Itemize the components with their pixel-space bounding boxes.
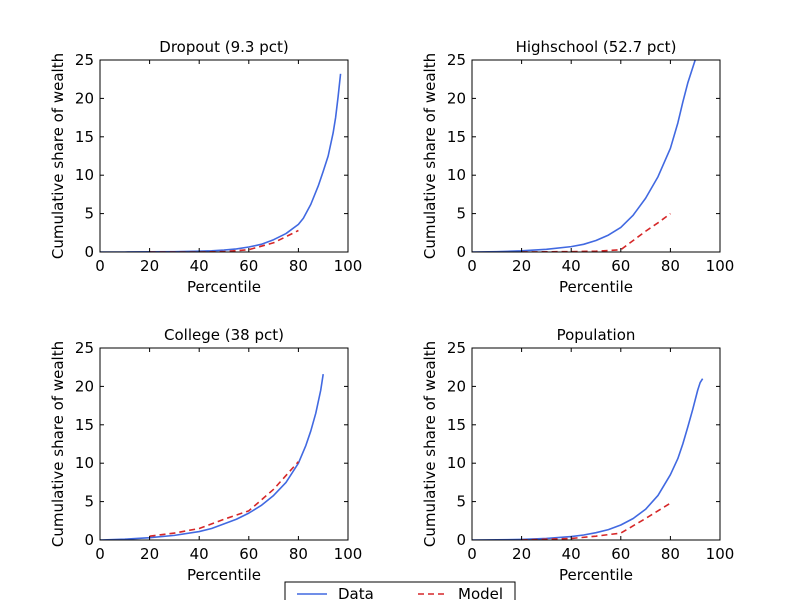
y-tick-label: 20 bbox=[447, 89, 466, 107]
y-tick-label: 10 bbox=[447, 454, 466, 472]
y-tick-label: 5 bbox=[84, 493, 94, 511]
series-line-data bbox=[472, 60, 696, 252]
x-tick-label: 100 bbox=[334, 257, 363, 275]
x-tick-label: 0 bbox=[95, 257, 105, 275]
series-line-model bbox=[521, 502, 671, 540]
y-tick-label: 25 bbox=[447, 339, 466, 357]
y-tick-label: 10 bbox=[75, 454, 94, 472]
y-tick-label: 0 bbox=[84, 531, 94, 549]
x-tick-label: 40 bbox=[190, 545, 209, 563]
x-tick-label: 0 bbox=[467, 545, 477, 563]
x-tick-label: 20 bbox=[140, 545, 159, 563]
x-axis-label: Percentile bbox=[559, 278, 633, 296]
y-tick-label: 5 bbox=[456, 205, 466, 223]
y-tick-label: 5 bbox=[456, 493, 466, 511]
x-tick-label: 100 bbox=[334, 545, 363, 563]
chart-title: Highschool (52.7 pct) bbox=[516, 38, 677, 56]
series-line-data bbox=[472, 378, 704, 540]
x-tick-label: 40 bbox=[190, 257, 209, 275]
y-tick-label: 20 bbox=[447, 377, 466, 395]
legend: Data Model bbox=[284, 581, 516, 600]
x-axis-label: Percentile bbox=[187, 566, 261, 584]
x-tick-label: 20 bbox=[512, 545, 531, 563]
legend-frame bbox=[284, 581, 516, 600]
x-tick-label: 0 bbox=[95, 545, 105, 563]
chart-panel-2: 0 20 40 60 80 100 0 5 10 15 20 25 College (38 pct) Pe… bbox=[49, 326, 362, 584]
x-tick-label: 80 bbox=[661, 545, 680, 563]
x-tick-label: 80 bbox=[289, 545, 308, 563]
y-axis-label: Cumulative share of wealth bbox=[421, 341, 439, 547]
y-tick-label: 20 bbox=[75, 89, 94, 107]
y-tick-label: 0 bbox=[84, 243, 94, 261]
y-axis-label: Cumulative share of wealth bbox=[49, 341, 67, 547]
x-tick-label: 60 bbox=[611, 545, 630, 563]
chart-panel-3: 0 20 40 60 80 100 0 5 10 15 20 25 Population Percenti… bbox=[421, 326, 734, 584]
y-tick-label: 25 bbox=[75, 51, 94, 69]
chart-panel-1: 0 20 40 60 80 100 0 5 10 15 20 25 Highschool (52.7 p… bbox=[421, 38, 734, 296]
y-tick-label: 0 bbox=[456, 531, 466, 549]
y-axis-label: Cumulative share of wealth bbox=[421, 53, 439, 259]
series-line-data bbox=[100, 73, 342, 252]
y-tick-label: 25 bbox=[447, 51, 466, 69]
y-tick-label: 15 bbox=[75, 128, 94, 146]
axes-frame bbox=[99, 347, 349, 541]
x-axis-label: Percentile bbox=[559, 566, 633, 584]
series-line-model bbox=[149, 461, 299, 537]
x-tick-label: 20 bbox=[140, 257, 159, 275]
series-line-model bbox=[521, 212, 671, 252]
y-tick-label: 0 bbox=[456, 243, 466, 261]
x-tick-label: 100 bbox=[706, 545, 735, 563]
x-tick-label: 80 bbox=[661, 257, 680, 275]
x-tick-label: 20 bbox=[512, 257, 531, 275]
y-tick-label: 15 bbox=[447, 416, 466, 434]
axes-frame bbox=[99, 59, 349, 253]
y-tick-label: 25 bbox=[75, 339, 94, 357]
axes-frame bbox=[471, 59, 721, 253]
y-tick-label: 15 bbox=[75, 416, 94, 434]
series-line-data bbox=[100, 373, 324, 540]
y-tick-label: 5 bbox=[84, 205, 94, 223]
chart-panel-0: 0 20 40 60 80 100 0 5 10 15 20 25 Dropout (9.3 pct) P… bbox=[49, 38, 362, 296]
x-tick-label: 80 bbox=[289, 257, 308, 275]
series-line-model bbox=[149, 229, 299, 252]
chart-title: College (38 pct) bbox=[164, 326, 284, 344]
axes-frame bbox=[471, 347, 721, 541]
y-tick-label: 10 bbox=[447, 166, 466, 184]
y-tick-label: 15 bbox=[447, 128, 466, 146]
x-tick-label: 60 bbox=[611, 257, 630, 275]
y-axis-label: Cumulative share of wealth bbox=[49, 53, 67, 259]
legend-label-model: Model bbox=[458, 585, 503, 600]
x-tick-label: 0 bbox=[467, 257, 477, 275]
x-tick-label: 100 bbox=[706, 257, 735, 275]
chart-title: Population bbox=[557, 326, 636, 344]
x-tick-label: 40 bbox=[562, 545, 581, 563]
legend-label-data: Data bbox=[338, 585, 374, 600]
x-tick-label: 40 bbox=[562, 257, 581, 275]
x-tick-label: 60 bbox=[239, 545, 258, 563]
x-axis-label: Percentile bbox=[187, 278, 261, 296]
y-tick-label: 20 bbox=[75, 377, 94, 395]
y-tick-label: 10 bbox=[75, 166, 94, 184]
x-tick-label: 60 bbox=[239, 257, 258, 275]
chart-title: Dropout (9.3 pct) bbox=[159, 38, 288, 56]
